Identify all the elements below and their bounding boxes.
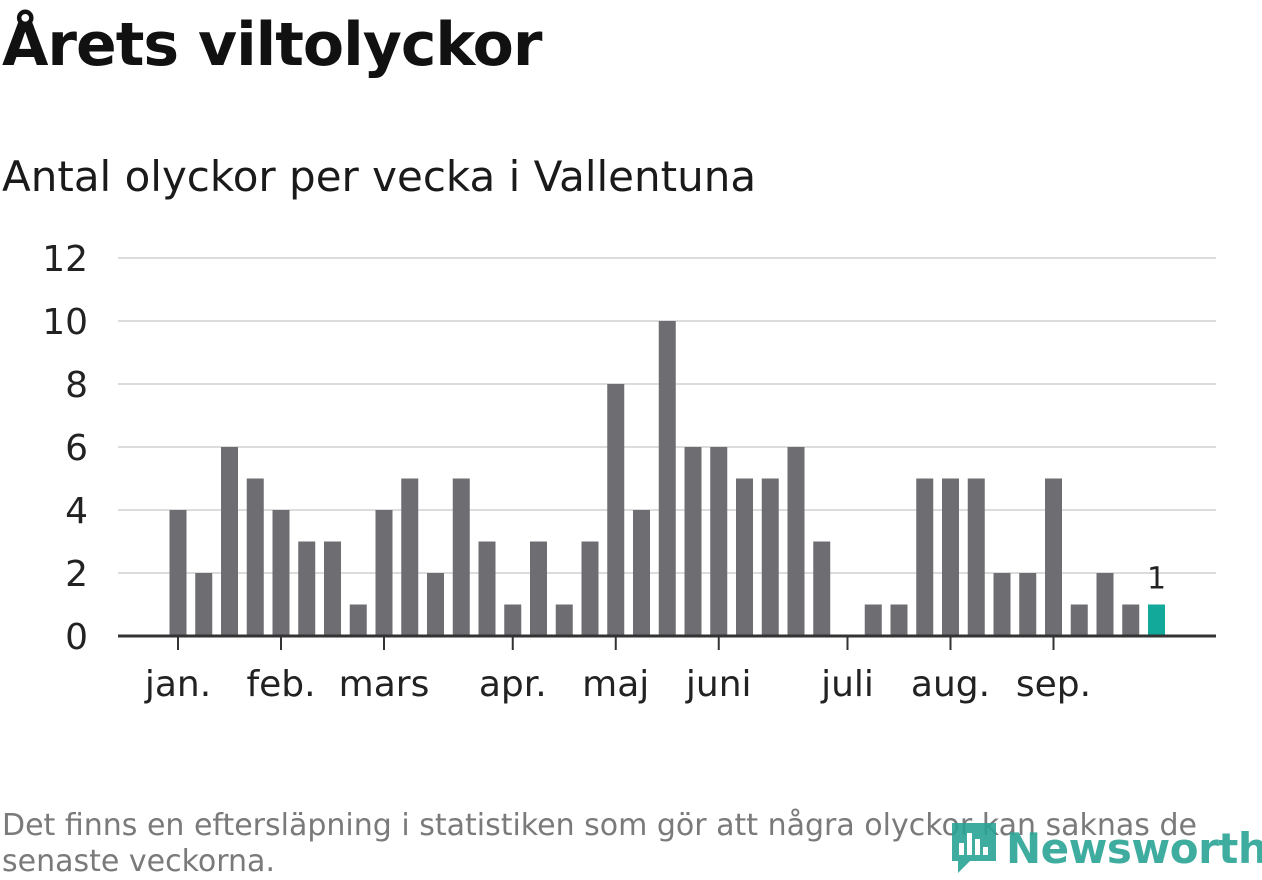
bars (169, 321, 1165, 636)
x-tick-label: maj (582, 664, 649, 705)
y-tick-label: 2 (65, 554, 88, 595)
bar-week-38 (1122, 604, 1140, 636)
bar-week-8 (349, 604, 367, 636)
bar-week-2 (195, 573, 213, 636)
bar-week-3 (221, 447, 238, 636)
x-tick-label: jan. (144, 664, 211, 705)
data-labels: 1 (1147, 562, 1166, 597)
bar-week-25 (787, 447, 805, 636)
x-tick-label: feb. (246, 664, 315, 705)
bar-week-22 (710, 447, 728, 636)
y-tick-label: 4 (65, 491, 88, 532)
footnote: Det finns en eftersläpning i statistiken… (2, 808, 1197, 879)
bar-week-28 (864, 604, 882, 636)
y-tick-label: 0 (65, 617, 88, 658)
bar-week-21 (684, 447, 702, 636)
bar-week-29 (890, 604, 908, 636)
bar-week-9 (375, 510, 393, 636)
bar-week-35 (1045, 478, 1062, 636)
y-tick-label: 10 (42, 302, 88, 343)
bar-week-5 (272, 510, 290, 636)
bar-week-33 (993, 573, 1011, 636)
bar-week-20 (658, 321, 676, 636)
last-value-label: 1 (1147, 562, 1166, 597)
bar-week-37 (1096, 573, 1114, 636)
bar-week-4 (246, 478, 264, 636)
bar-week-23 (736, 478, 753, 636)
bar-week-7 (324, 541, 341, 636)
bar-week-12 (452, 478, 470, 636)
bar-week-17 (581, 541, 599, 636)
bar-week-1 (169, 510, 187, 636)
y-tick-label: 12 (42, 239, 88, 280)
x-tick-label: sep. (1016, 664, 1091, 705)
bar-week-19 (633, 510, 650, 636)
bar-week-15 (530, 541, 547, 636)
bar-week-24 (761, 478, 779, 636)
y-axis-ticks: 0 2 4 6 8 10 12 (42, 239, 88, 658)
bar-week-14 (504, 604, 522, 636)
bar-week-6 (298, 541, 316, 636)
x-tick-label: juni (685, 664, 752, 705)
chart-title: Årets viltolyckor (2, 10, 542, 80)
newsworthy-logo-icon (952, 823, 996, 873)
logo-text: Newsworthy (1006, 823, 1262, 873)
bar-week-16 (555, 604, 573, 636)
bar-week-13 (478, 541, 496, 636)
x-tick-label: aug. (911, 664, 990, 705)
bar-week-34 (1019, 573, 1037, 636)
x-tick-label: juli (820, 664, 874, 705)
bar-week-30 (916, 478, 934, 636)
y-tick-label: 6 (65, 428, 88, 469)
bar-week-11 (427, 573, 444, 636)
bar-week-10 (401, 478, 419, 636)
bar-week-32 (967, 478, 985, 636)
x-tick-label: mars (339, 664, 430, 705)
chart-subtitle: Antal olyckor per vecka i Vallentuna (2, 152, 757, 201)
bar-chart: 0 2 4 6 8 10 12 jan. feb. mars apr. maj juni juli aug… (42, 239, 1216, 705)
y-tick-label: 8 (65, 365, 88, 406)
bar-week-31 (942, 478, 959, 636)
newsworthy-logo: Newsworthy (950, 818, 1262, 878)
x-tick-label: apr. (479, 664, 547, 705)
bar-latest-week (1148, 604, 1165, 636)
bar-week-36 (1070, 604, 1088, 636)
bar-week-18 (607, 384, 625, 636)
bar-week-26 (813, 541, 831, 636)
x-axis-ticks: jan. feb. mars apr. maj juni juli aug. sep. (144, 636, 1091, 705)
